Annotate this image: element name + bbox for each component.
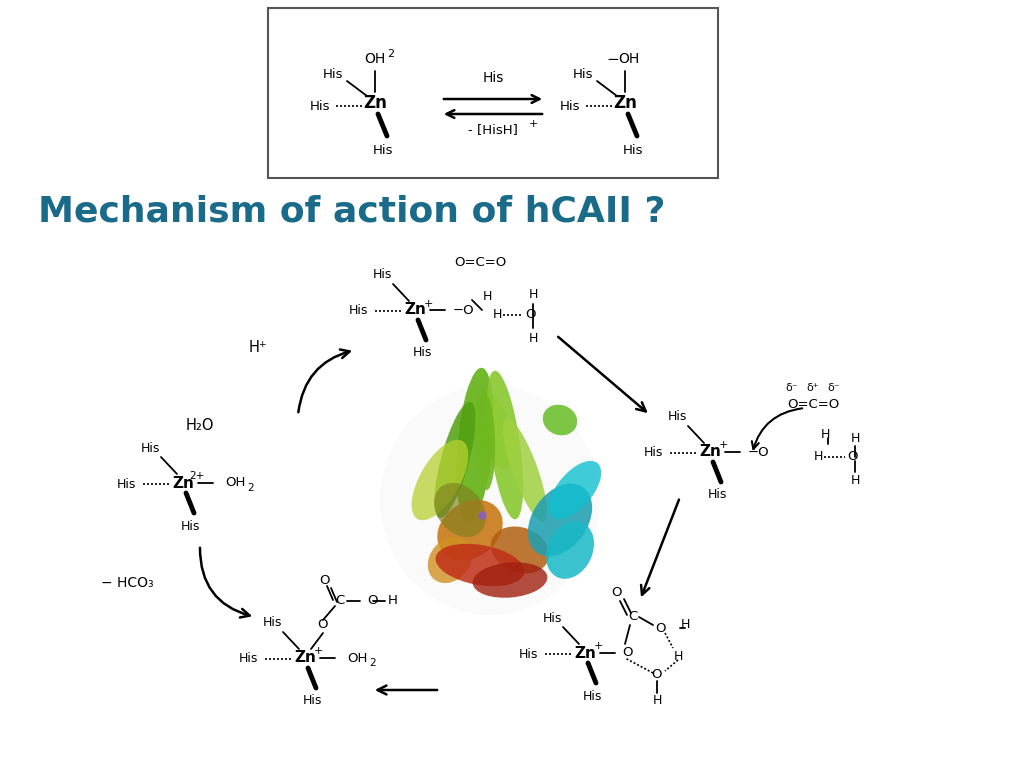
Text: O: O bbox=[319, 574, 331, 587]
Text: His: His bbox=[543, 611, 562, 624]
Text: His: His bbox=[302, 694, 322, 707]
Text: His: His bbox=[623, 143, 643, 156]
Text: H: H bbox=[674, 650, 683, 663]
Ellipse shape bbox=[380, 385, 600, 615]
Text: H: H bbox=[652, 694, 662, 707]
Ellipse shape bbox=[473, 562, 548, 597]
Text: Zn: Zn bbox=[574, 646, 596, 660]
Text: His: His bbox=[262, 617, 282, 630]
Text: His: His bbox=[140, 442, 160, 455]
Text: Zn: Zn bbox=[613, 94, 637, 112]
Text: H₂O: H₂O bbox=[185, 417, 214, 433]
Ellipse shape bbox=[503, 418, 547, 522]
Text: OH: OH bbox=[618, 52, 640, 66]
Text: δ⁻: δ⁻ bbox=[827, 383, 841, 393]
Text: His: His bbox=[583, 690, 602, 703]
Text: O=C=O: O=C=O bbox=[454, 255, 506, 268]
Ellipse shape bbox=[490, 526, 549, 574]
Text: +: + bbox=[593, 641, 603, 651]
Text: - [HisH]: - [HisH] bbox=[468, 123, 518, 137]
Ellipse shape bbox=[543, 405, 578, 436]
Text: H: H bbox=[493, 308, 502, 321]
Text: O: O bbox=[622, 647, 633, 660]
Text: His: His bbox=[668, 410, 687, 423]
Text: −O: −O bbox=[453, 304, 475, 317]
Text: His: His bbox=[643, 446, 663, 459]
Text: Zn: Zn bbox=[699, 445, 721, 459]
Text: OH: OH bbox=[225, 476, 246, 489]
Text: 2: 2 bbox=[370, 658, 376, 668]
Text: Zn: Zn bbox=[404, 302, 426, 318]
Ellipse shape bbox=[457, 368, 494, 522]
Text: C: C bbox=[629, 611, 638, 624]
Text: +: + bbox=[313, 646, 323, 656]
Text: His: His bbox=[373, 268, 392, 281]
Text: +: + bbox=[528, 119, 538, 129]
Ellipse shape bbox=[549, 461, 601, 519]
Text: H: H bbox=[680, 618, 690, 631]
Text: +: + bbox=[718, 440, 728, 450]
Ellipse shape bbox=[477, 391, 513, 469]
Text: O: O bbox=[317, 618, 329, 631]
Text: H: H bbox=[528, 288, 538, 301]
Text: δ⁺: δ⁺ bbox=[807, 383, 819, 393]
Text: 2+: 2+ bbox=[189, 471, 205, 481]
Text: His: His bbox=[560, 100, 581, 113]
Text: His: His bbox=[239, 653, 258, 666]
Text: H: H bbox=[388, 594, 398, 607]
Text: O: O bbox=[525, 308, 537, 321]
Text: His: His bbox=[323, 68, 343, 81]
Text: H: H bbox=[850, 432, 860, 445]
Text: His: His bbox=[518, 647, 538, 660]
Ellipse shape bbox=[475, 390, 496, 490]
Text: H: H bbox=[482, 289, 492, 302]
Text: His: His bbox=[572, 68, 593, 81]
Ellipse shape bbox=[437, 500, 503, 560]
Text: O: O bbox=[654, 621, 666, 634]
Text: −O: −O bbox=[748, 446, 770, 459]
Text: −: − bbox=[606, 51, 620, 67]
Ellipse shape bbox=[434, 402, 475, 518]
Text: OH: OH bbox=[365, 52, 386, 66]
Text: O: O bbox=[651, 669, 663, 682]
Text: δ⁻: δ⁻ bbox=[785, 383, 799, 393]
Ellipse shape bbox=[527, 484, 592, 556]
Text: − HCO₃: − HCO₃ bbox=[100, 576, 154, 590]
Text: H: H bbox=[850, 473, 860, 486]
Ellipse shape bbox=[428, 537, 472, 583]
Text: His: His bbox=[117, 478, 136, 491]
Text: His: His bbox=[309, 100, 331, 113]
Text: O=C=O: O=C=O bbox=[786, 397, 839, 410]
Ellipse shape bbox=[486, 370, 523, 519]
Text: H: H bbox=[813, 450, 822, 463]
Text: His: His bbox=[413, 347, 432, 360]
Text: H: H bbox=[820, 427, 829, 440]
Text: 2: 2 bbox=[387, 49, 394, 59]
Text: O: O bbox=[848, 450, 858, 463]
Text: Zn: Zn bbox=[294, 650, 316, 666]
Ellipse shape bbox=[546, 522, 594, 579]
Text: His: His bbox=[180, 519, 200, 532]
Text: His: His bbox=[482, 71, 504, 85]
Ellipse shape bbox=[434, 483, 485, 537]
Text: O: O bbox=[611, 587, 623, 600]
Ellipse shape bbox=[435, 544, 524, 586]
Text: H⁺: H⁺ bbox=[249, 341, 267, 355]
Text: O: O bbox=[367, 594, 378, 607]
Text: His: His bbox=[348, 304, 368, 318]
Text: OH: OH bbox=[347, 651, 368, 664]
Text: H: H bbox=[528, 331, 538, 344]
Text: Zn: Zn bbox=[364, 94, 387, 112]
Bar bbox=[268, 8, 718, 178]
Ellipse shape bbox=[412, 439, 468, 520]
Text: His: His bbox=[708, 489, 727, 502]
Text: C: C bbox=[336, 594, 345, 607]
Text: 2: 2 bbox=[248, 483, 254, 493]
Text: His: His bbox=[373, 143, 393, 156]
Text: Zn: Zn bbox=[172, 476, 194, 491]
Text: Mechanism of action of hCAII ?: Mechanism of action of hCAII ? bbox=[38, 195, 666, 229]
Text: +: + bbox=[423, 299, 433, 309]
